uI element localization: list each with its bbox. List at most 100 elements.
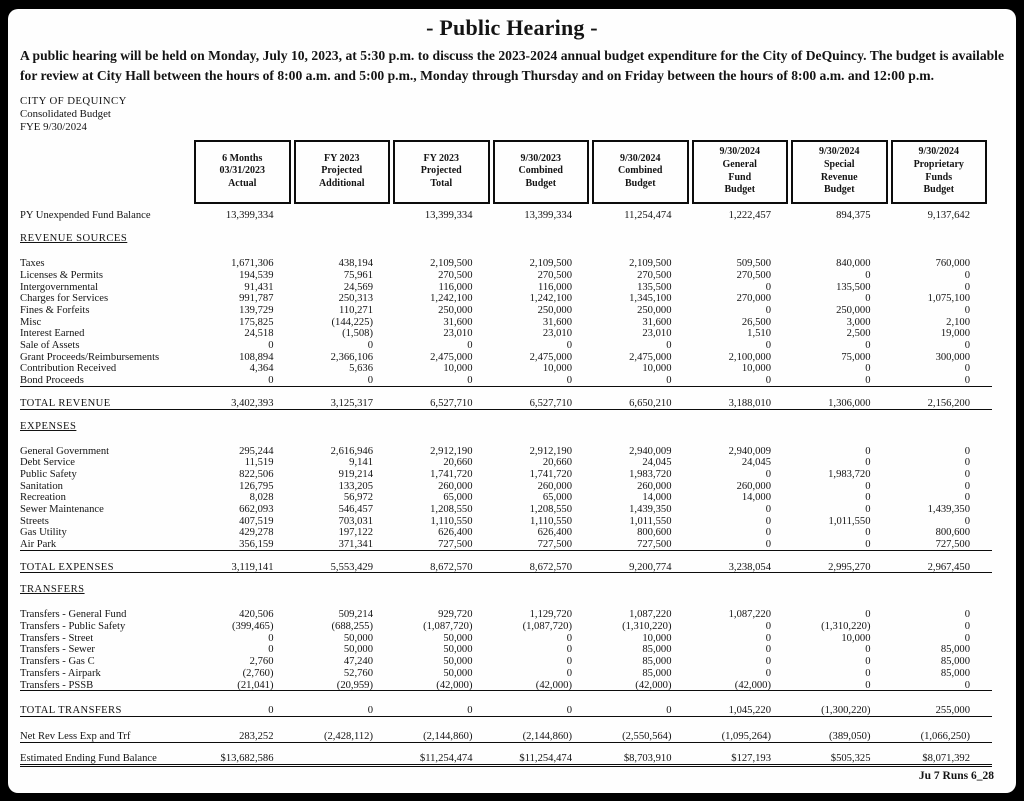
cell-value: (688,255): [331, 621, 374, 633]
cell-value: 20,660: [443, 457, 473, 469]
cell-value: 438,194: [338, 258, 373, 270]
row-label: TOTAL REVENUE: [20, 397, 111, 409]
row-spacer: [20, 410, 992, 421]
cell-value: 2,475,000: [430, 351, 473, 363]
row-label: Sewer Maintenance: [20, 503, 104, 515]
table-row: Transfers - Public Safety (399,465) (688,2…: [20, 621, 992, 633]
row-spacer: [20, 717, 992, 731]
row-label: Sanitation: [20, 480, 63, 492]
section-header-cell: REVENUE SOURCES: [20, 233, 194, 245]
total-row: TOTAL REVENUE 3,402,393 3,125,317 6,527,710…: [20, 398, 992, 410]
cell-value: 0: [964, 269, 970, 281]
cell-value: 2,967,450: [927, 561, 970, 573]
cell-value: 0: [367, 340, 373, 352]
cell-value: (1,300,220): [821, 705, 871, 717]
cell-value: 3,188,010: [728, 397, 771, 409]
column-header-line: Budget: [923, 184, 955, 196]
cell-value: 14,000: [642, 492, 672, 504]
cell-value: 0: [964, 363, 970, 375]
column-header-3: FY 2023 Projected Total: [393, 139, 490, 204]
column-header-line: Combined: [518, 165, 563, 177]
cell-value: 9,200,774: [629, 561, 672, 573]
cell-value: 727,500: [935, 539, 970, 551]
cell-value: 260,000: [736, 480, 771, 492]
column-header-line: Actual: [228, 177, 257, 189]
row-spacer: [20, 743, 992, 753]
cell-value: 24,045: [741, 457, 771, 469]
cell-value: 24,569: [343, 281, 373, 293]
row-label: Public Safety: [20, 468, 77, 480]
cell-value: 0: [268, 705, 274, 717]
cell-value: 0: [865, 340, 871, 352]
cell-value: 0: [964, 492, 970, 504]
column-header-2: FY 2023 Projected Additional: [293, 139, 390, 204]
section-header-row: TRANSFERS: [20, 584, 992, 596]
cell-value: 0: [964, 609, 970, 621]
cell-value: 0: [566, 667, 572, 679]
cell-value: 0: [865, 539, 871, 551]
cell-value: 255,000: [935, 705, 970, 717]
cell-value: 1,671,306: [231, 258, 274, 270]
row-spacer: [20, 245, 992, 258]
cell-value: $127,193: [731, 752, 771, 764]
cell-value: 50,000: [443, 667, 473, 679]
cell-value: 0: [964, 621, 970, 633]
row-label: Contribution Received: [20, 363, 117, 375]
table-row: Sewer Maintenance 662,093 546,457 1,208,550…: [20, 504, 992, 516]
cell-value: 0: [268, 632, 274, 644]
cell-value: 0: [765, 281, 771, 293]
cell-value: 0: [964, 515, 970, 527]
cell-value: 8,672,570: [430, 561, 473, 573]
cell-value: 75,961: [343, 269, 373, 281]
cell-value: 1,242,100: [430, 293, 473, 305]
column-header-line: Funds: [925, 171, 953, 183]
cell-value: 429,278: [239, 527, 274, 539]
cell-value: 0: [467, 340, 473, 352]
cell-value: 929,720: [438, 609, 473, 621]
cell-value: 0: [865, 527, 871, 539]
cell-value: 50,000: [443, 632, 473, 644]
cell-value: 0: [765, 305, 771, 317]
cell-value: (20,959): [336, 679, 373, 691]
cell-value: 760,000: [935, 258, 970, 270]
cell-value: 1,011,550: [629, 515, 672, 527]
cell-value: 2,366,106: [330, 351, 373, 363]
cell-value: 85,000: [642, 656, 672, 668]
cell-value: 1,741,720: [529, 468, 572, 480]
section-header-cell: TRANSFERS: [20, 584, 194, 596]
row-label: Misc: [20, 316, 42, 328]
cell-value: 0: [964, 340, 970, 352]
section-header-row: REVENUE SOURCES: [20, 233, 992, 245]
cell-value: 356,159: [239, 539, 274, 551]
table-row: Recreation 8,028 56,972 65,000 65,000 14,000 1…: [20, 492, 992, 504]
cell-value: 11,519: [244, 457, 274, 469]
cell-value: 0: [765, 340, 771, 352]
table-row: Transfers - Street 0 50,000 50,000 0 10,000 0 1…: [20, 633, 992, 645]
cell-value: 24,518: [244, 328, 274, 340]
column-header-line: Revenue: [820, 171, 858, 183]
cell-value: 0: [865, 679, 871, 691]
row-spacer: [20, 596, 992, 609]
cell-value: 1,510: [747, 328, 771, 340]
column-header-line: 9/30/2024: [918, 146, 960, 158]
cell-value: 0: [865, 363, 871, 375]
table-row: General Government 295,244 2,616,946 2,912,…: [20, 446, 992, 458]
cell-value: 509,500: [736, 258, 771, 270]
cell-value: 0: [566, 656, 572, 668]
cell-value: (42,000): [635, 679, 672, 691]
cell-value: 0: [765, 656, 771, 668]
cell-value: 1,439,350: [927, 503, 970, 515]
cell-value: 270,000: [736, 293, 771, 305]
row-label: Licenses & Permits: [20, 269, 103, 281]
cell-value: 26,500: [741, 316, 771, 328]
cell-value: 0: [865, 457, 871, 469]
cell-value: 270,500: [537, 269, 572, 281]
cell-value: 1,345,100: [629, 293, 672, 305]
cell-value: 20,660: [542, 457, 572, 469]
cell-value: 407,519: [239, 515, 274, 527]
cell-value: 23,010: [443, 328, 473, 340]
cell-value: 65,000: [542, 492, 572, 504]
column-header-line: Budget: [624, 177, 656, 189]
cell-value: 0: [566, 632, 572, 644]
cell-value: 546,457: [338, 503, 373, 515]
